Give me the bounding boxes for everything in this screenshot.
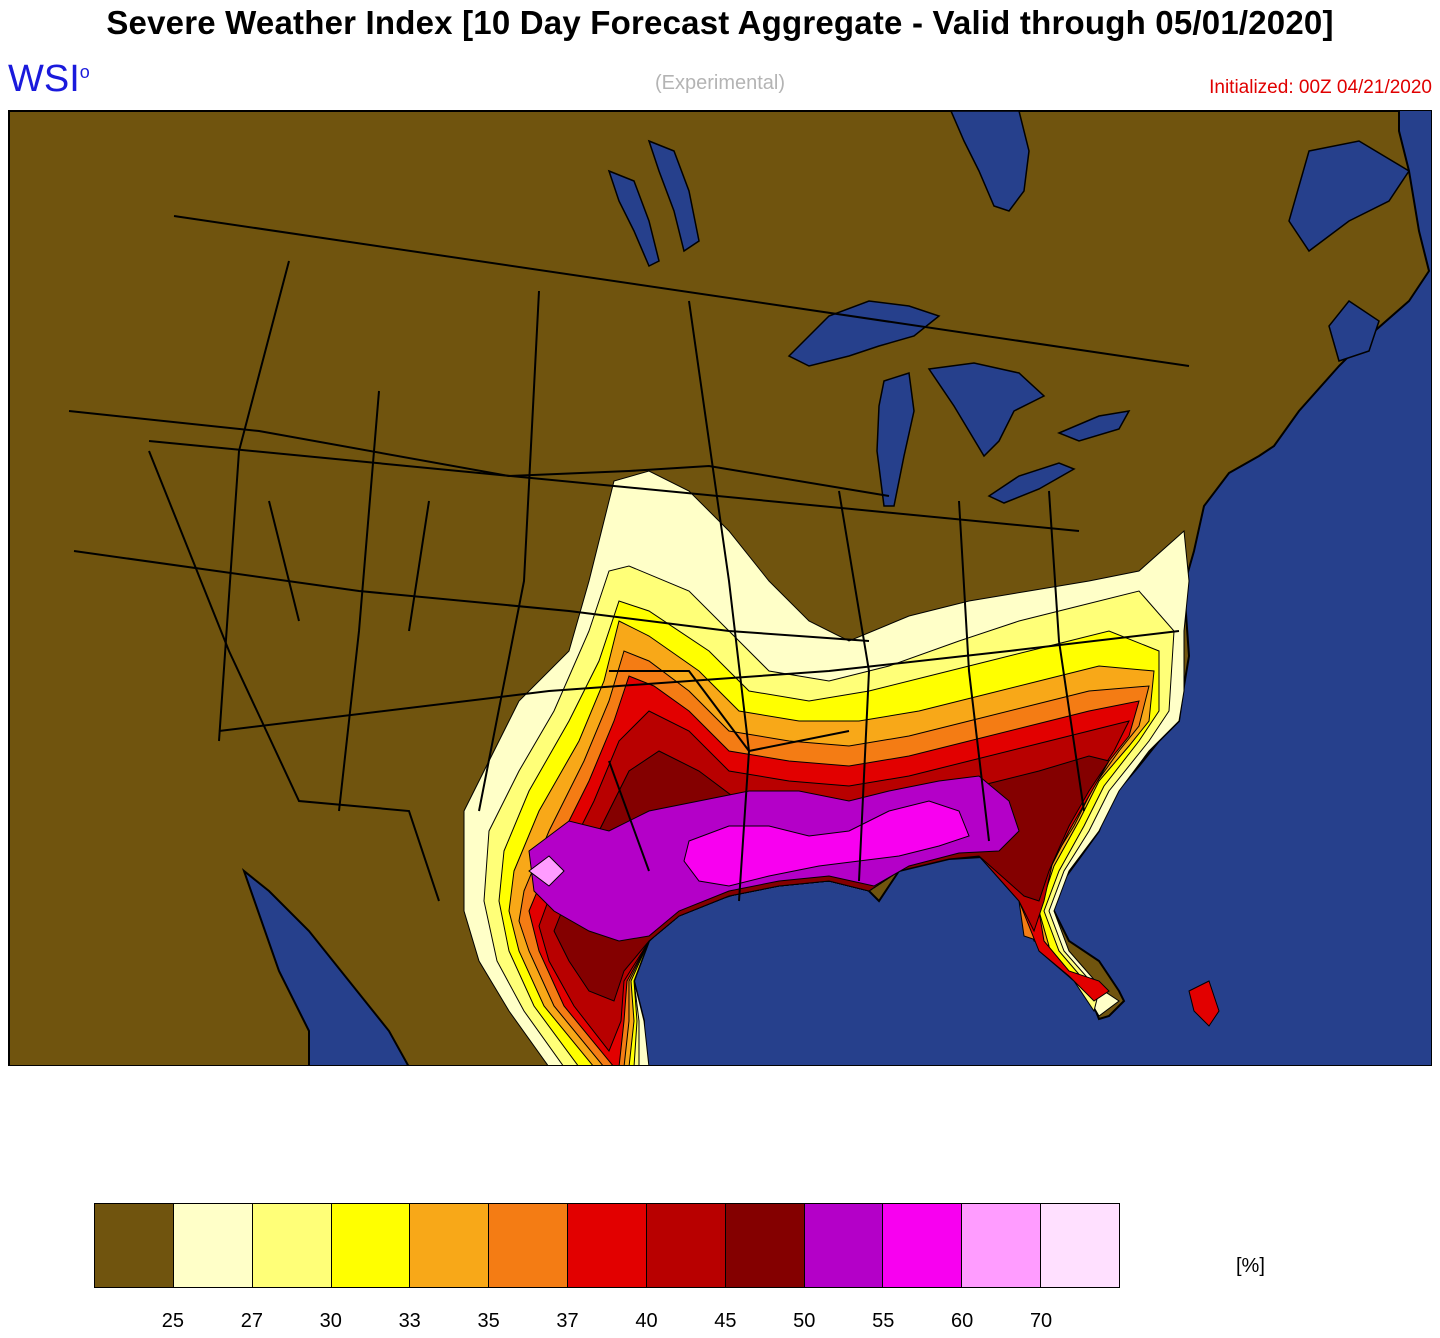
legend-swatch: [1041, 1204, 1119, 1287]
legend-swatch: [568, 1204, 647, 1287]
legend-swatch: [646, 1204, 726, 1287]
state-borders: [68, 215, 1190, 902]
legend-tick-label: 45: [714, 1310, 737, 1332]
legend-tick-label: 40: [635, 1310, 658, 1332]
legend-swatch: [883, 1204, 963, 1287]
legend-swatch: [95, 1204, 174, 1287]
color-legend: [94, 1203, 1120, 1288]
risk-contours: [463, 470, 1220, 1065]
legend-unit: [%]: [1236, 1255, 1265, 1277]
wsi-logo: WSIo: [8, 58, 90, 100]
legend-tick-label: 25: [161, 1310, 185, 1332]
legend-tick-label: 55: [872, 1310, 895, 1332]
legend-tick-label: 27: [240, 1310, 263, 1332]
legend-tick-label: 50: [793, 1310, 816, 1332]
legend-tick-label: 37: [556, 1310, 579, 1332]
canada-lakes: [607, 111, 1411, 362]
legend-swatch: [962, 1204, 1042, 1287]
legend-swatch: [331, 1204, 411, 1287]
legend-tick-label: 60: [951, 1310, 974, 1332]
forecast-map: [8, 110, 1432, 1066]
legend-swatch: [489, 1204, 569, 1287]
legend-swatch: [410, 1204, 490, 1287]
experimental-label: (Experimental): [654, 72, 786, 94]
legend-swatch: [173, 1204, 253, 1287]
great-lakes: [787, 300, 1131, 507]
legend-swatch: [725, 1204, 805, 1287]
legend-swatch: [804, 1204, 884, 1287]
legend-tick-label: 70: [1029, 1310, 1053, 1332]
legend-tick-label: 30: [319, 1310, 342, 1332]
legend-tick-label: 33: [398, 1310, 421, 1332]
initialized-label: Initialized: 00Z 04/21/2020: [1209, 77, 1432, 98]
legend-swatch: [252, 1204, 332, 1287]
map-title: Severe Weather Index [10 Day Forecast Ag…: [106, 4, 1334, 41]
legend-tick-label: 35: [477, 1310, 500, 1332]
